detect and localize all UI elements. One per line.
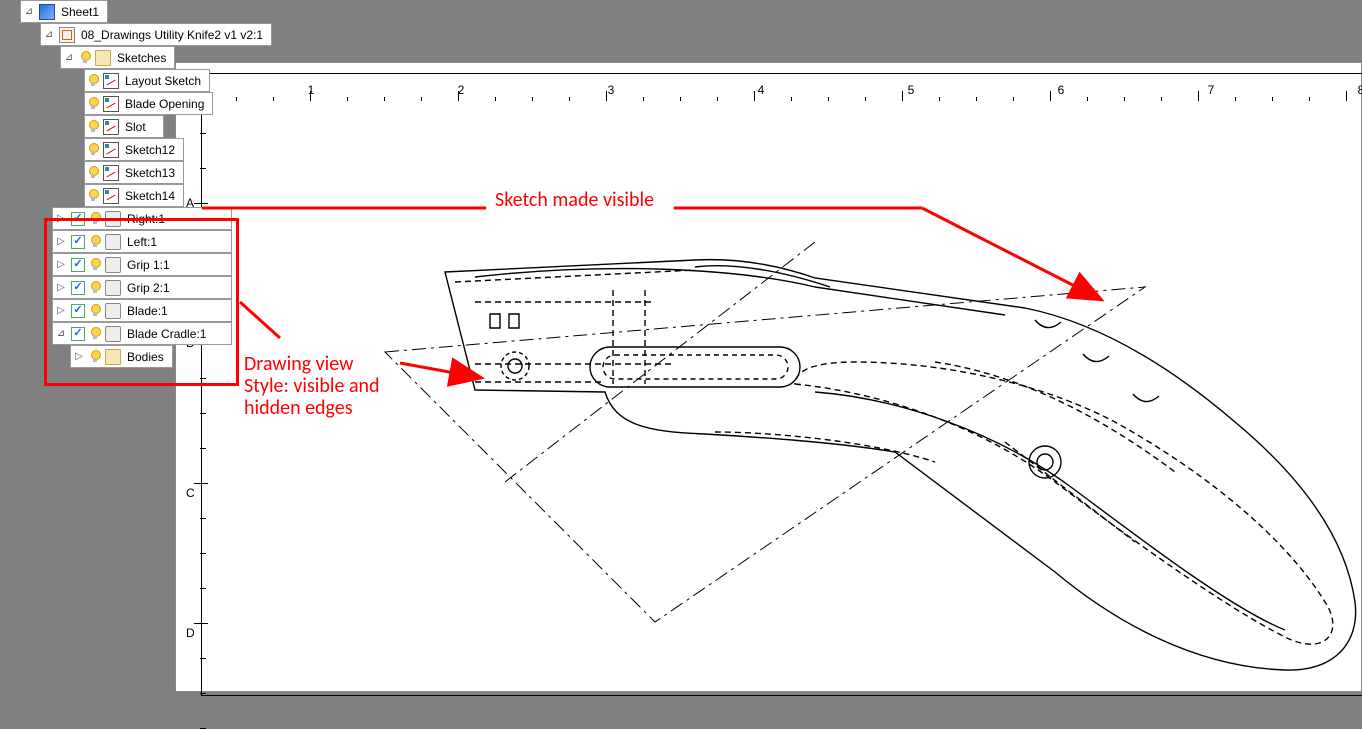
folder-icon bbox=[105, 349, 121, 365]
tree-label: Left:1 bbox=[125, 235, 163, 249]
lightbulb-icon[interactable] bbox=[79, 50, 91, 66]
folder-icon bbox=[95, 50, 111, 66]
body-icon bbox=[105, 257, 121, 273]
tree-node-component[interactable]: ▷ Left:1 bbox=[52, 230, 232, 253]
tree-label: Blade:1 bbox=[125, 304, 174, 318]
visibility-checkbox[interactable] bbox=[71, 212, 85, 226]
tree-label: Sheet1 bbox=[59, 5, 105, 19]
tree-node-bodies-folder[interactable]: ▷ Bodies bbox=[70, 345, 173, 368]
tree-node-sketch[interactable]: Slot bbox=[84, 115, 164, 138]
browser-tree[interactable]: ⊿ Sheet1 ⊿ 08_Drawings Utility Knife2 v1… bbox=[0, 0, 260, 368]
component-icon bbox=[59, 27, 75, 43]
tree-label: Sketch12 bbox=[123, 143, 181, 157]
lightbulb-icon[interactable] bbox=[89, 280, 101, 296]
tree-node-document[interactable]: ⊿ 08_Drawings Utility Knife2 v1 v2:1 bbox=[40, 23, 272, 46]
sketch-icon bbox=[103, 119, 119, 135]
tree-node-component[interactable]: ▷ Blade:1 bbox=[52, 299, 232, 322]
tree-label: Blade Opening bbox=[123, 97, 210, 111]
tree-node-sketch[interactable]: Sketch14 bbox=[84, 184, 184, 207]
lightbulb-icon[interactable] bbox=[89, 303, 101, 319]
collapse-icon[interactable]: ⊿ bbox=[23, 6, 35, 17]
tree-label: Sketch14 bbox=[123, 189, 181, 203]
sketch-icon bbox=[103, 142, 119, 158]
visibility-checkbox[interactable] bbox=[71, 281, 85, 295]
collapse-icon[interactable]: ⊿ bbox=[63, 52, 75, 63]
tree-label: Blade Cradle:1 bbox=[125, 327, 212, 341]
annotation-text: Drawing view Style: visible and hidden e… bbox=[244, 353, 380, 419]
tree-label: Layout Sketch bbox=[123, 74, 207, 88]
expand-icon[interactable]: ▷ bbox=[55, 213, 67, 224]
visibility-checkbox[interactable] bbox=[71, 235, 85, 249]
lightbulb-icon[interactable] bbox=[87, 188, 99, 204]
lightbulb-icon[interactable] bbox=[89, 234, 101, 250]
lightbulb-icon[interactable] bbox=[89, 349, 101, 365]
annotation-label: Sketch made visible bbox=[495, 188, 654, 212]
lightbulb-icon[interactable] bbox=[87, 119, 99, 135]
tree-label: Grip 2:1 bbox=[125, 281, 176, 295]
expand-icon[interactable]: ▷ bbox=[55, 282, 67, 293]
tree-node-sketch[interactable]: Layout Sketch bbox=[84, 69, 210, 92]
tree-node-sketch[interactable]: Sketch13 bbox=[84, 161, 184, 184]
visibility-checkbox[interactable] bbox=[71, 258, 85, 272]
tree-label: Slot bbox=[123, 120, 152, 134]
sheet-icon bbox=[39, 4, 55, 20]
tree-label: Sketches bbox=[115, 51, 172, 65]
lightbulb-icon[interactable] bbox=[89, 211, 101, 227]
tree-node-component[interactable]: ▷ Grip 2:1 bbox=[52, 276, 232, 299]
body-icon bbox=[105, 326, 121, 342]
expand-icon[interactable]: ▷ bbox=[55, 236, 67, 247]
tree-label: Right:1 bbox=[125, 212, 171, 226]
tree-node-sketch[interactable]: Blade Opening bbox=[84, 92, 213, 115]
tree-label: Sketch13 bbox=[123, 166, 181, 180]
tree-label: Bodies bbox=[125, 350, 170, 364]
body-icon bbox=[105, 303, 121, 319]
lightbulb-icon[interactable] bbox=[87, 165, 99, 181]
body-icon bbox=[105, 280, 121, 296]
annotation-label: Drawing view bbox=[244, 353, 380, 375]
tree-node-sheet[interactable]: ⊿ Sheet1 bbox=[20, 0, 108, 23]
tree-label: 08_Drawings Utility Knife2 v1 v2:1 bbox=[79, 28, 269, 42]
tree-node-component[interactable]: ▷ Grip 1:1 bbox=[52, 253, 232, 276]
tree-node-sketches-folder[interactable]: ⊿ Sketches bbox=[60, 46, 175, 69]
collapse-icon[interactable]: ⊿ bbox=[43, 29, 55, 40]
body-icon bbox=[105, 234, 121, 250]
visibility-checkbox[interactable] bbox=[71, 327, 85, 341]
sketch-icon bbox=[103, 96, 119, 112]
sketch-icon bbox=[103, 165, 119, 181]
expand-icon[interactable]: ▷ bbox=[55, 305, 67, 316]
body-icon bbox=[105, 211, 121, 227]
expand-icon[interactable]: ⊿ bbox=[55, 328, 67, 339]
sketch-icon bbox=[103, 73, 119, 89]
annotation-label: hidden edges bbox=[244, 397, 380, 419]
lightbulb-icon[interactable] bbox=[89, 257, 101, 273]
lightbulb-icon[interactable] bbox=[87, 142, 99, 158]
expand-icon[interactable]: ▷ bbox=[73, 351, 85, 362]
lightbulb-icon[interactable] bbox=[87, 73, 99, 89]
lightbulb-icon[interactable] bbox=[87, 96, 99, 112]
tree-label: Grip 1:1 bbox=[125, 258, 176, 272]
annotation-text: Sketch made visible bbox=[495, 188, 654, 212]
tree-node-sketch[interactable]: Sketch12 bbox=[84, 138, 184, 161]
lightbulb-icon[interactable] bbox=[89, 326, 101, 342]
annotation-label: Style: visible and bbox=[244, 375, 380, 397]
visibility-checkbox[interactable] bbox=[71, 304, 85, 318]
expand-icon[interactable]: ▷ bbox=[55, 259, 67, 270]
tree-node-component[interactable]: ▷ Right:1 bbox=[52, 207, 232, 230]
tree-node-component[interactable]: ⊿ Blade Cradle:1 bbox=[52, 322, 232, 345]
sketch-icon bbox=[103, 188, 119, 204]
